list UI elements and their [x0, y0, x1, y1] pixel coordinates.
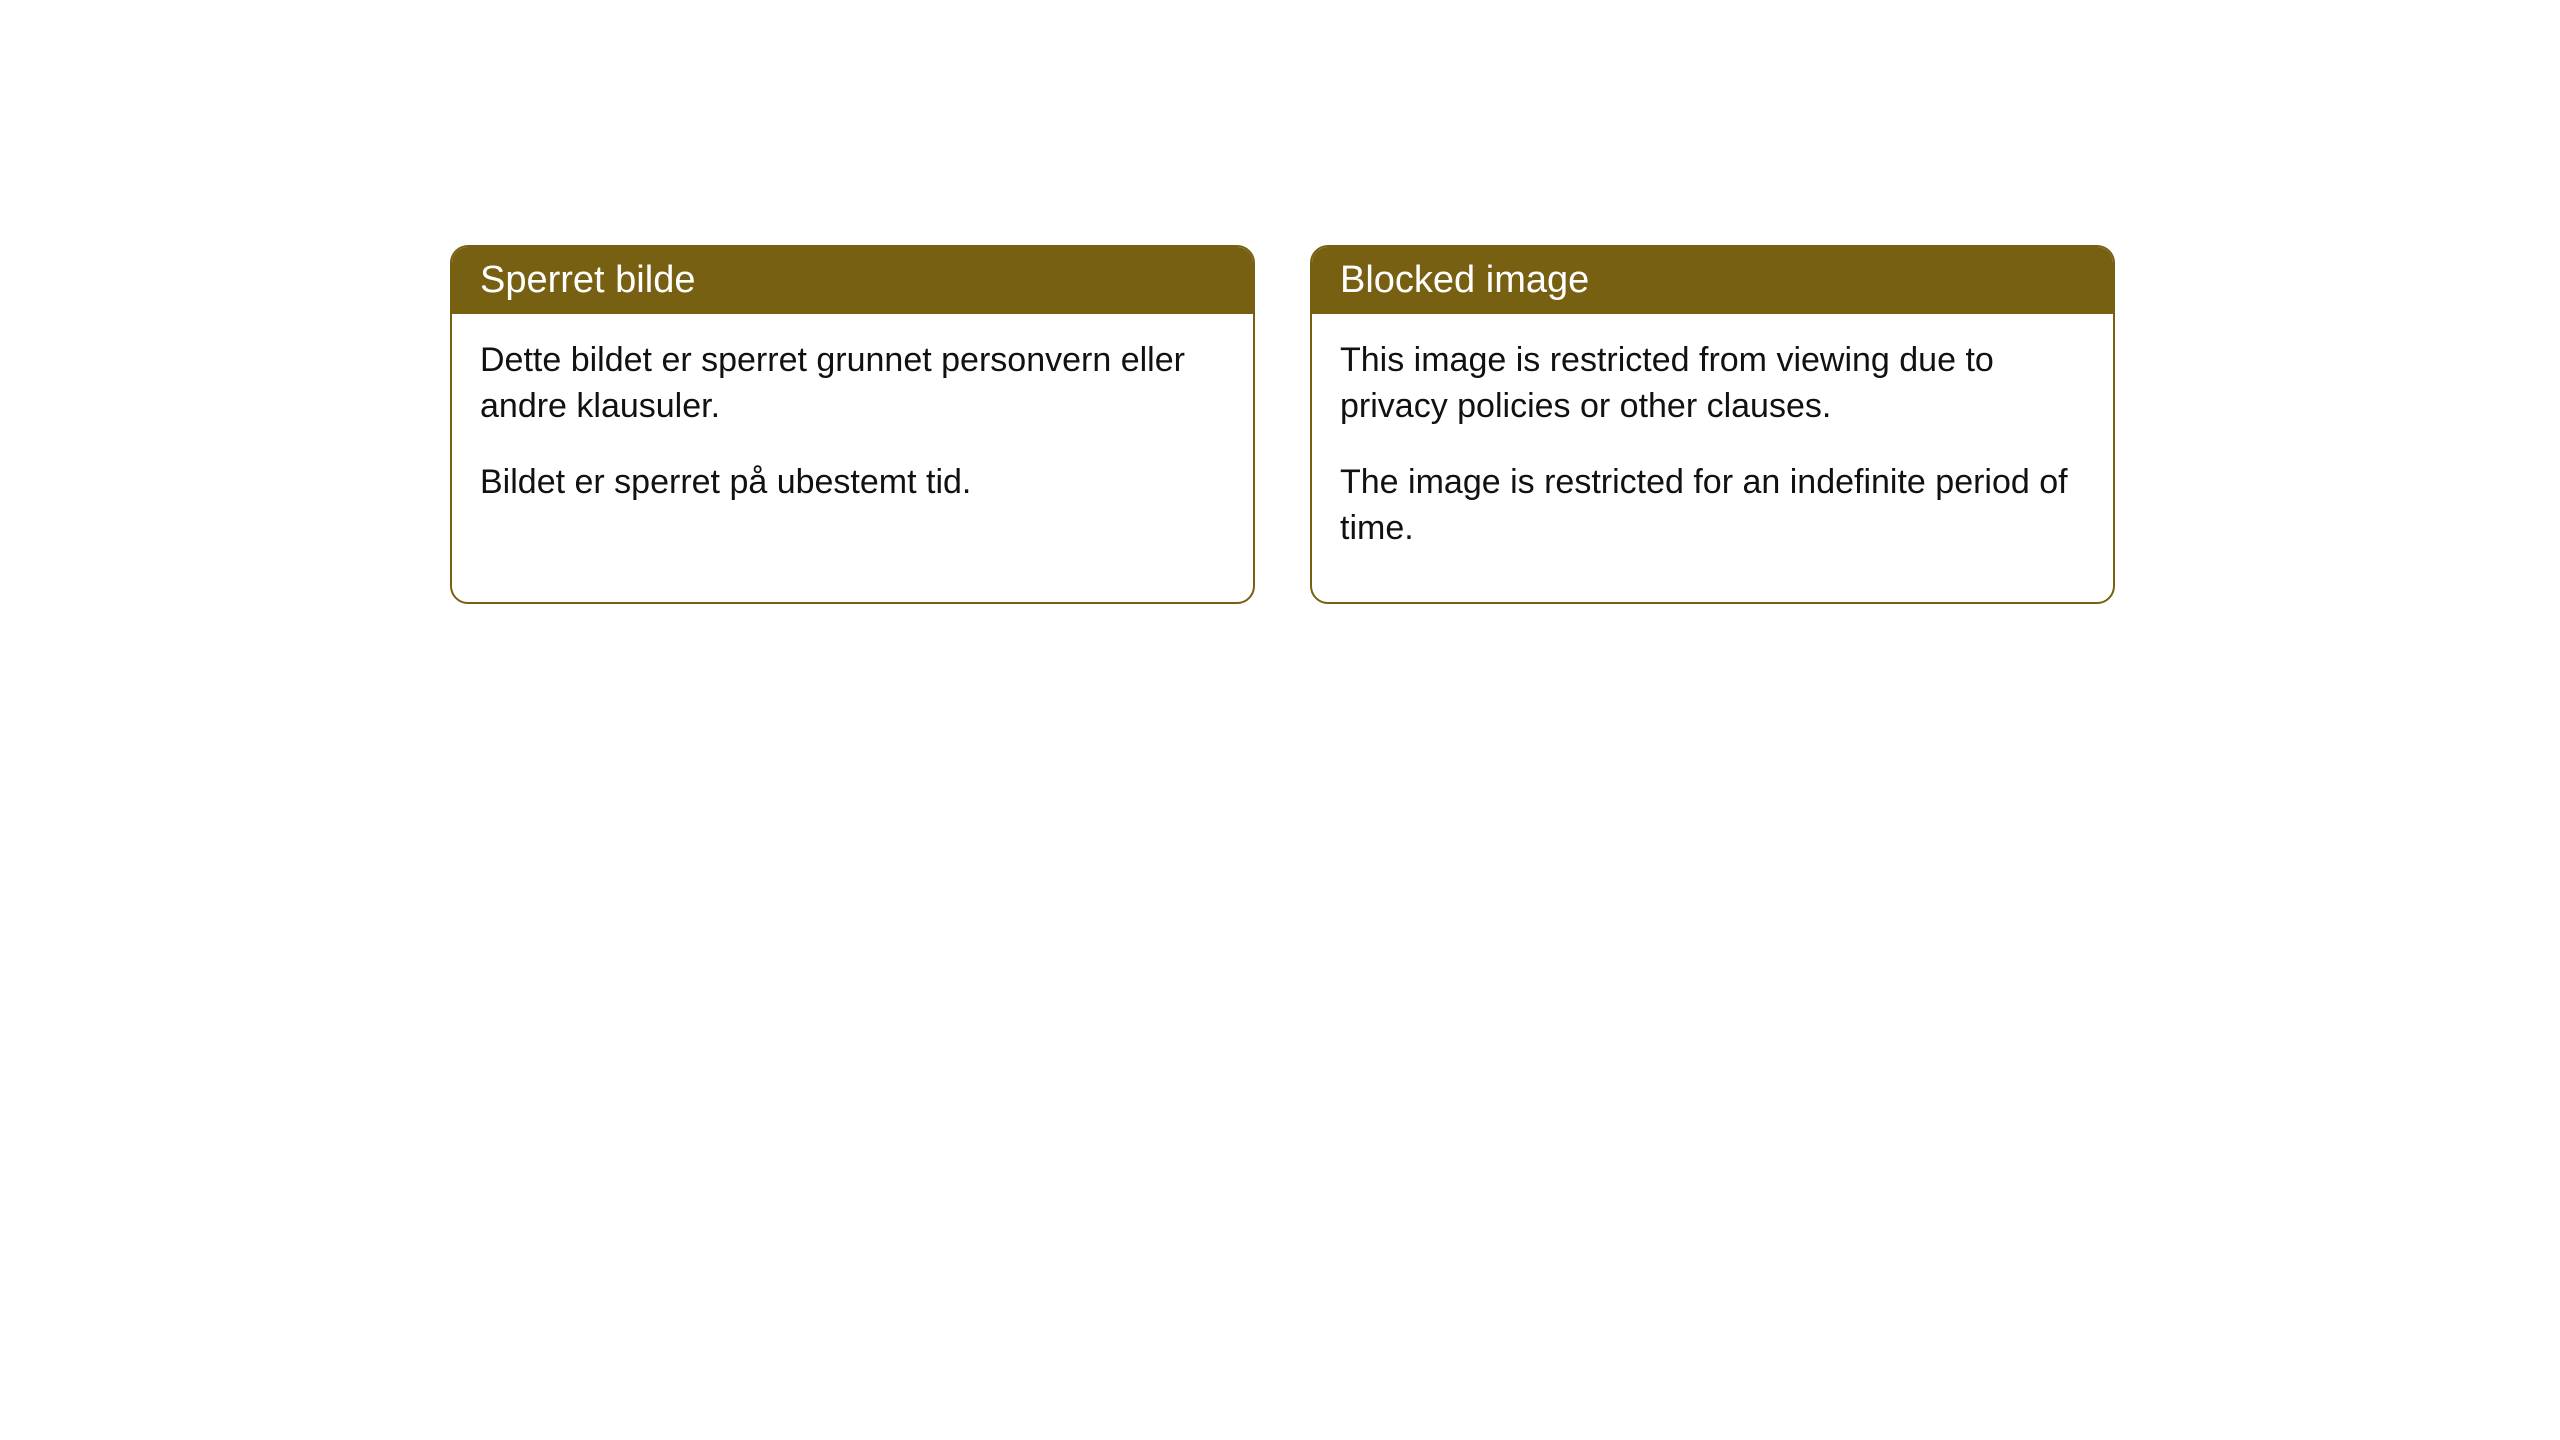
notice-card-norwegian: Sperret bilde Dette bildet er sperret gr… [450, 245, 1255, 604]
card-paragraph: Dette bildet er sperret grunnet personve… [480, 338, 1225, 430]
card-header: Sperret bilde [452, 247, 1253, 314]
card-paragraph: The image is restricted for an indefinit… [1340, 460, 2085, 552]
card-header: Blocked image [1312, 247, 2113, 314]
card-paragraph: This image is restricted from viewing du… [1340, 338, 2085, 430]
card-title: Blocked image [1340, 259, 1589, 301]
notice-cards-container: Sperret bilde Dette bildet er sperret gr… [450, 245, 2115, 604]
notice-card-english: Blocked image This image is restricted f… [1310, 245, 2115, 604]
card-body: This image is restricted from viewing du… [1312, 314, 2113, 602]
card-title: Sperret bilde [480, 259, 695, 301]
card-paragraph: Bildet er sperret på ubestemt tid. [480, 460, 1225, 506]
card-body: Dette bildet er sperret grunnet personve… [452, 314, 1253, 556]
